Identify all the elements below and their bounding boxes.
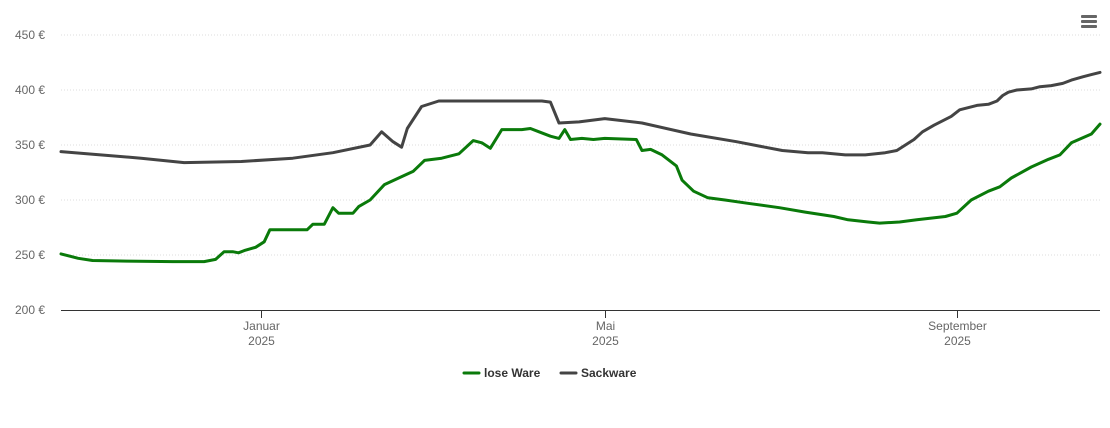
y-tick-label: 400 €	[15, 83, 45, 97]
legend-label: lose Ware	[484, 366, 541, 380]
x-tick-month-label: September	[928, 319, 987, 333]
series-layer	[59, 70, 1102, 264]
x-tick-month-label: Mai	[596, 319, 615, 333]
x-tick-year-label: 2025	[944, 334, 971, 348]
series-line-lose-ware[interactable]	[59, 122, 1102, 264]
x-tick-month-label: Januar	[243, 319, 280, 333]
legend-item-sackware[interactable]: Sackware	[559, 366, 637, 380]
y-tick-label: 350 €	[15, 138, 45, 152]
x-tick-year-label: 2025	[248, 334, 275, 348]
legend-label: Sackware	[581, 366, 637, 380]
legend-item-lose-ware[interactable]: lose Ware	[462, 366, 541, 380]
legend[interactable]: lose Ware Sackware	[462, 366, 637, 380]
y-tick-label: 450 €	[15, 28, 45, 42]
y-tick-label: 200 €	[15, 303, 45, 317]
y-tick-label: 250 €	[15, 248, 45, 262]
hamburger-menu-icon[interactable]	[1076, 10, 1102, 34]
y-axis: 200 € 250 € 300 € 350 € 400 € 450 €	[15, 28, 45, 317]
x-tick-year-label: 2025	[592, 334, 619, 348]
grid-layer	[61, 34, 1100, 256]
y-tick-label: 300 €	[15, 193, 45, 207]
series-line-sackware[interactable]	[59, 70, 1102, 165]
